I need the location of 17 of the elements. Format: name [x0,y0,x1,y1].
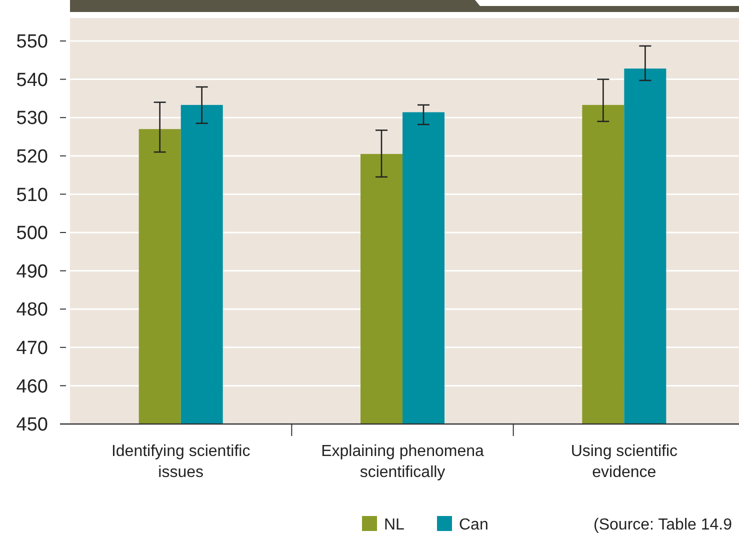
y-tick-label: 550 [16,32,48,53]
y-tick-label: 510 [16,184,48,206]
y-tick-label: 460 [16,376,48,398]
y-tick-label: 480 [16,300,48,321]
y-tick-label: 470 [16,338,48,360]
y-tick-label: 540 [16,70,48,91]
y-tick-label: 520 [16,146,48,168]
y-tick-label: 500 [16,223,48,244]
x-tick-label: Using scientific evidence [570,443,678,481]
y-tick-label: 450 [16,414,48,436]
legend-label: NL [384,516,405,534]
legend-label: Can [459,516,488,534]
y-tick-label: 530 [16,108,48,130]
x-tick-label: Explaining phenomena scientifically [321,443,484,481]
text: (Source: Table 14.9 [594,516,732,534]
x-tick-label: Identifying scientific issues [111,443,250,481]
y-tick-label: 490 [16,261,48,282]
